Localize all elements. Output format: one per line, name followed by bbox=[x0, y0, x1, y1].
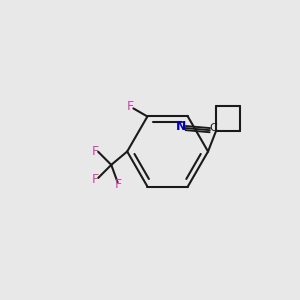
Text: C: C bbox=[209, 123, 217, 133]
Text: F: F bbox=[115, 178, 122, 190]
Text: F: F bbox=[92, 145, 99, 158]
Text: F: F bbox=[92, 172, 99, 186]
Text: N: N bbox=[176, 120, 186, 133]
Text: F: F bbox=[127, 100, 134, 113]
